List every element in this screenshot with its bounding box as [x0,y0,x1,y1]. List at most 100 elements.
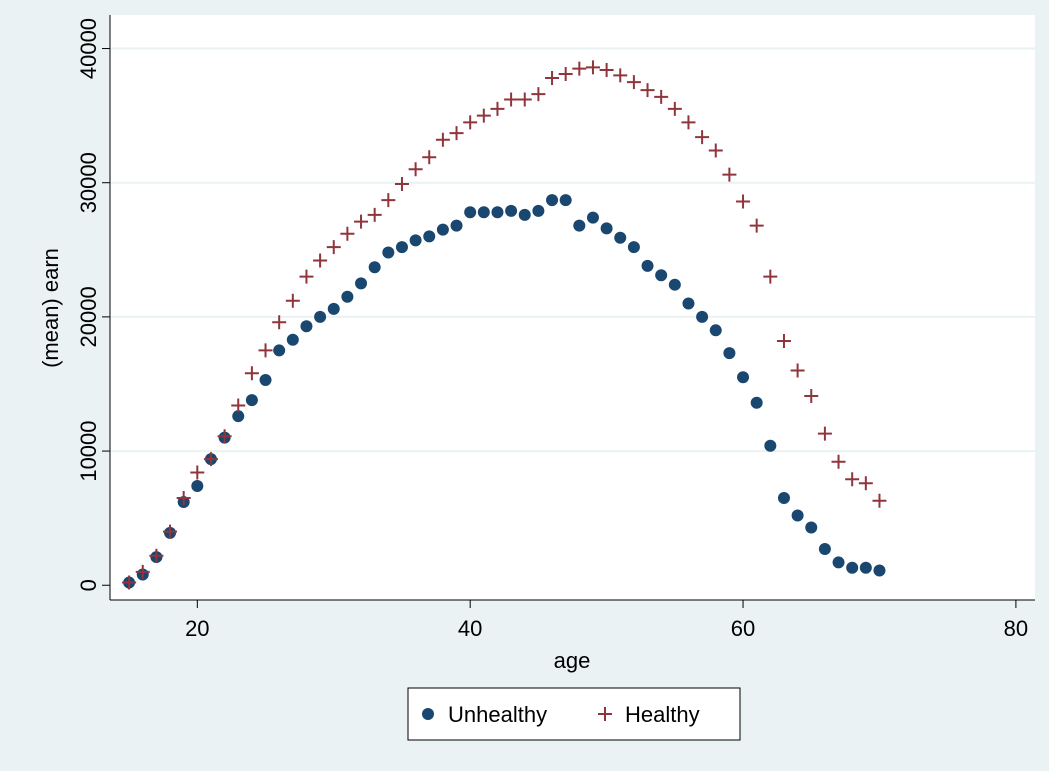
point [300,320,313,333]
y-tick-label: 40000 [76,18,101,79]
point [341,290,354,303]
point [286,333,299,346]
x-tick-label: 20 [185,616,209,641]
point [641,259,654,272]
point [490,101,505,116]
point [845,472,860,487]
point [245,394,258,407]
plot-area [110,15,1035,600]
point [846,561,859,574]
point [791,509,804,522]
point [355,277,368,290]
y-tick-label: 10000 [76,420,101,481]
point [163,524,178,539]
point [763,269,778,284]
point [805,521,818,534]
point [122,575,137,590]
legend-label: Healthy [625,702,700,727]
point [409,234,422,247]
point [627,241,640,254]
point [817,426,832,441]
point [176,491,191,506]
point [776,334,791,349]
point [327,302,340,315]
point [436,223,449,236]
point [244,366,259,381]
point [668,278,681,291]
point [135,564,150,579]
y-axis-label: (mean) earn [38,248,63,368]
point [382,246,395,259]
point [531,87,546,102]
point [285,293,300,308]
x-axis-label: age [554,648,591,673]
point [463,115,478,130]
point [203,452,218,467]
point [585,60,600,75]
point [723,347,736,360]
point [381,193,396,208]
point [477,206,490,219]
point [626,75,641,90]
point [790,363,805,378]
point [736,194,751,209]
point [859,561,872,574]
point [709,324,722,337]
point [572,61,587,76]
point [558,67,573,82]
point [423,230,436,243]
x-tick-label: 80 [1004,616,1028,641]
point [435,132,450,147]
point [354,214,369,229]
x-tick-label: 40 [458,616,482,641]
point [476,108,491,123]
point [231,398,246,413]
legend [407,687,741,741]
point [614,231,627,244]
point [190,465,205,480]
x-tick-label: 60 [731,616,755,641]
point [299,269,314,284]
point [517,92,532,107]
point [737,371,750,384]
point [613,68,628,83]
point [681,115,696,130]
point [832,556,845,569]
point [708,143,723,158]
point [368,261,381,274]
legend-label: Unhealthy [448,702,547,727]
point [831,454,846,469]
y-tick-label: 20000 [76,286,101,347]
point [518,208,531,221]
point [505,204,518,217]
point [818,543,831,556]
point [491,206,504,219]
point [394,177,409,192]
point [258,343,273,358]
point [872,493,887,508]
point [764,439,777,452]
point [232,410,245,423]
point [640,83,655,98]
point [450,219,463,232]
point [777,492,790,505]
point [314,310,327,323]
point [559,194,572,207]
legend-marker [598,707,612,721]
point [573,219,586,232]
point [749,218,764,233]
point [546,194,559,207]
y-tick-label: 0 [76,579,101,591]
point [464,206,477,219]
point [217,429,232,444]
point [722,167,737,182]
point [191,479,204,492]
legend-marker [422,708,434,720]
point [804,389,819,404]
y-tick-label: 30000 [76,152,101,213]
point [340,226,355,241]
point [655,269,668,282]
point [273,344,286,357]
point [532,204,545,217]
